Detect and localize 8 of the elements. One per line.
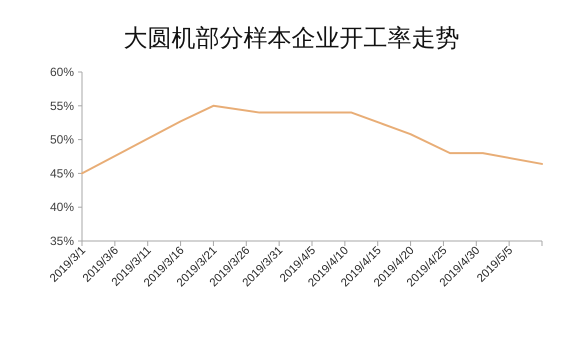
chart-title: 大圆机部分样本企业开工率走势 [124, 25, 460, 52]
y-tick-label: 55% [50, 98, 74, 113]
line-series [81, 104, 543, 174]
y-tick-label: 40% [50, 200, 74, 214]
y-tick-label: 50% [50, 132, 74, 147]
y-tick-label: 35% [50, 234, 74, 248]
y-tick-label: 45% [50, 166, 74, 180]
y-tick-label: 60% [50, 65, 74, 79]
